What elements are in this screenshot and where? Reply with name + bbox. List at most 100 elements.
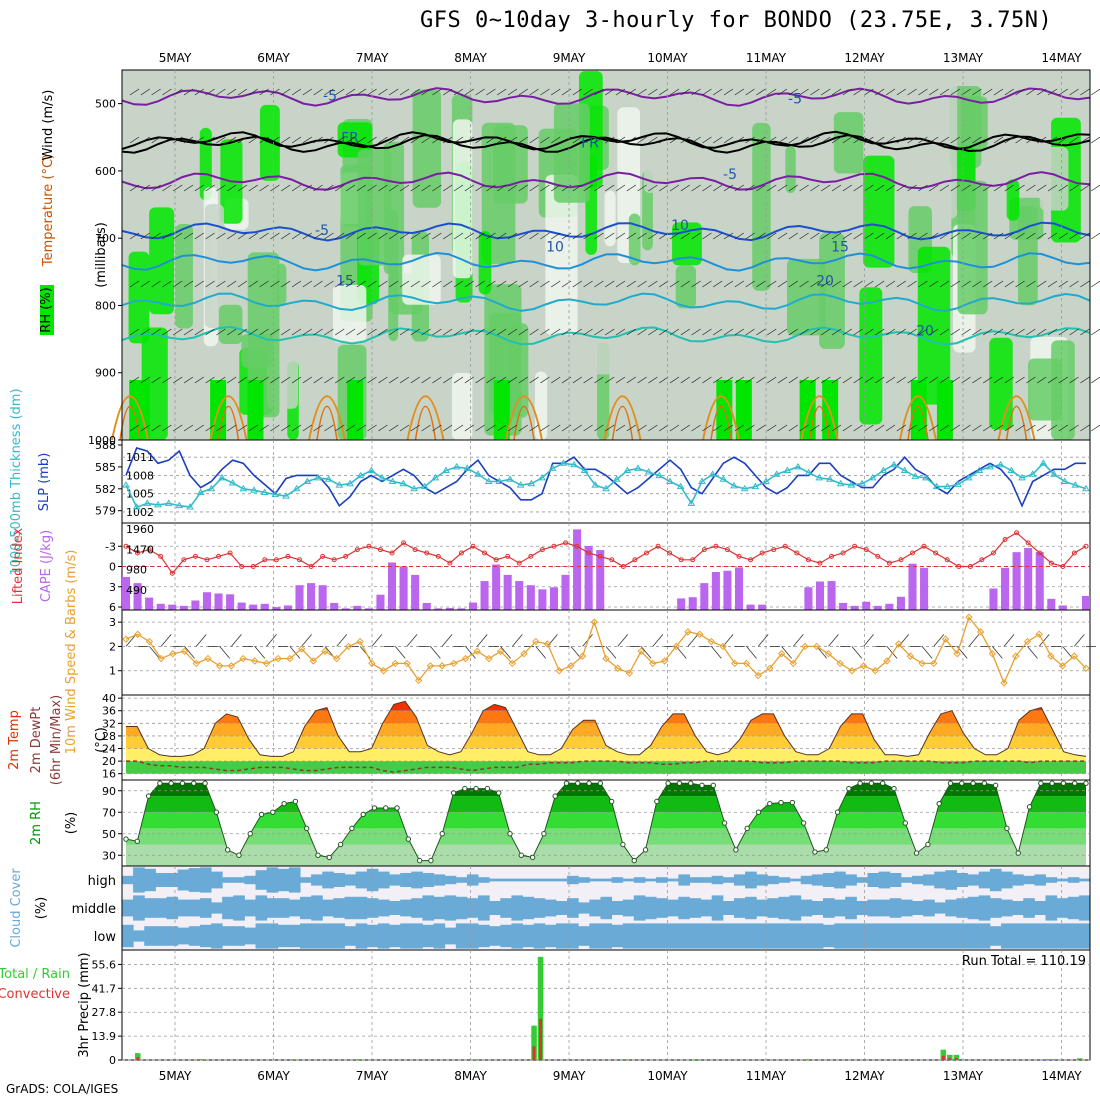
rh2m-point — [541, 831, 547, 837]
thickness-point — [548, 464, 557, 471]
wind-barb — [266, 634, 277, 647]
rh2m-point — [789, 799, 796, 806]
wind-barb — [367, 184, 377, 192]
contour-label: -5 — [315, 223, 329, 239]
rh2m-point — [823, 847, 829, 853]
wind-barb — [1026, 328, 1036, 336]
temperature-contour — [414, 405, 437, 441]
rh-patch — [859, 287, 883, 425]
wind-barb — [713, 424, 723, 432]
wind-speed-point — [590, 618, 599, 626]
wind-barb — [259, 88, 269, 96]
wind-speed-point — [1012, 652, 1020, 660]
rh2m-point — [800, 820, 807, 826]
cloud-bar — [433, 874, 446, 886]
lifted-index-point — [667, 550, 673, 556]
wind-barb — [885, 184, 896, 192]
wind-tick-label: 3 — [109, 616, 116, 629]
chart-title: GFS 0~10day 3-hourly for BONDO (23.75E, … — [420, 8, 1053, 33]
wind-barb — [129, 376, 140, 384]
cloud-bar — [745, 896, 757, 920]
lifted-index-point — [262, 557, 268, 563]
wind-barb — [637, 232, 647, 240]
wind-barb — [184, 646, 195, 659]
wind-barb — [151, 136, 161, 144]
thickness-point — [378, 473, 386, 481]
contour-label: FR — [341, 131, 359, 147]
wind-barb — [950, 328, 960, 336]
thickness-point — [868, 473, 877, 481]
wind-barb — [551, 88, 561, 96]
wind-barb — [626, 376, 636, 384]
wind-barb — [781, 646, 792, 659]
wind-barb — [216, 376, 226, 384]
thickness-point — [676, 482, 685, 490]
wind-barb — [713, 88, 723, 96]
wind-barb — [497, 328, 507, 336]
wind-barb — [432, 88, 442, 96]
wind-barb — [702, 232, 712, 240]
wind-barb — [270, 232, 280, 240]
wind-barb — [1026, 136, 1036, 144]
wind-barb — [950, 88, 960, 96]
wind-barb — [885, 88, 896, 96]
cape-bar — [226, 594, 235, 610]
rh-patch — [1028, 358, 1063, 421]
wind-barb — [788, 88, 798, 96]
wind-barb — [723, 376, 734, 384]
wind-barb — [885, 424, 896, 432]
rh2m-point — [258, 811, 265, 818]
wind-barb — [734, 136, 744, 144]
wind-barb — [1026, 232, 1036, 240]
wind-barb — [821, 376, 831, 384]
thickness-point — [1050, 470, 1058, 477]
wind-barb — [950, 280, 960, 288]
wind-barb — [680, 424, 690, 432]
wind-barb — [512, 634, 523, 647]
cloud-bar — [199, 898, 212, 918]
rh2m-point — [733, 847, 739, 853]
wind-barb — [572, 328, 582, 336]
cloud-bar — [1034, 901, 1046, 915]
wind-barb — [842, 376, 852, 384]
wind-barb — [313, 184, 323, 192]
cloud-bar — [1078, 895, 1091, 921]
cloud-bar — [834, 923, 846, 949]
wind-barb — [324, 376, 334, 384]
cape-tick-label: 1960 — [126, 523, 154, 536]
wind-barb — [335, 328, 345, 336]
wind-speed-point — [930, 659, 938, 668]
rh-patch — [247, 380, 264, 440]
thickness-point — [463, 464, 472, 471]
lifted-index-point — [296, 557, 302, 563]
convective-bar — [948, 1057, 952, 1060]
cloud-bar — [344, 874, 357, 886]
contour-label: 15 — [336, 273, 354, 289]
thickness-point — [580, 466, 589, 474]
rh2m-point — [304, 825, 310, 832]
rh-patch — [833, 112, 864, 174]
wind-barb — [227, 88, 237, 96]
wind-barb — [183, 328, 194, 336]
cape-bar — [573, 529, 582, 610]
rh2m-point — [349, 825, 355, 832]
wind-barb — [313, 136, 323, 144]
cloud-bar — [478, 877, 490, 883]
rh2m-point — [394, 805, 400, 811]
lifted-index-point — [146, 547, 152, 553]
wind-barb — [875, 328, 885, 336]
wind-barb — [378, 280, 388, 288]
wind-barb — [680, 88, 690, 96]
wind-barb — [1047, 232, 1058, 240]
wind-barb — [939, 280, 950, 288]
wind-barb — [648, 88, 658, 96]
wind-barb — [194, 424, 204, 432]
cloud-bar — [600, 923, 613, 949]
wind-speed-point — [836, 659, 844, 668]
wind-speed-point — [602, 654, 610, 663]
wind-barb — [464, 184, 474, 192]
wind-barb — [605, 136, 615, 144]
wind-barb — [691, 136, 701, 144]
wind-barb — [777, 136, 788, 144]
